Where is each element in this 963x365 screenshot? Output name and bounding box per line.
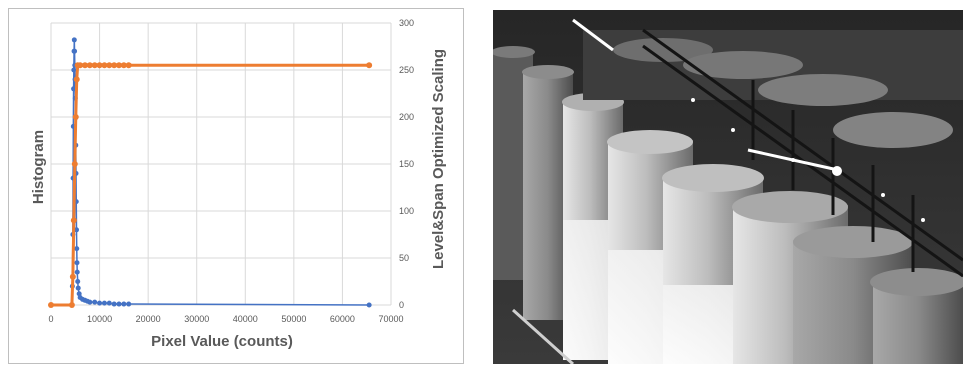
series-line	[51, 63, 370, 307]
data-point	[106, 300, 112, 306]
data-point	[71, 161, 78, 167]
data-point	[91, 62, 98, 69]
x-tick-label: 20000	[136, 314, 161, 324]
y-axis-title: Histogram	[30, 130, 47, 204]
thermal-image	[493, 10, 963, 364]
y2-tick-label: 200	[399, 112, 414, 122]
data-point	[92, 299, 98, 305]
x-tick-label: 70000	[378, 314, 403, 324]
data-point	[126, 301, 132, 307]
x-tick-label: 50000	[281, 314, 306, 324]
data-point	[116, 62, 122, 69]
data-point	[366, 302, 372, 308]
data-point	[68, 302, 75, 308]
data-point	[70, 217, 77, 224]
data-point	[101, 300, 107, 306]
chart-svg: 0 10000 20000 30000 40000 50000 60000 70000 0 50 1…	[30, 18, 447, 350]
data-point	[82, 62, 88, 69]
data-point	[121, 301, 127, 307]
data-point	[75, 279, 81, 284]
x-tick-label: 0	[48, 314, 53, 324]
x-tick-label: 30000	[184, 314, 209, 324]
data-point	[74, 269, 80, 275]
thermal-image-svg	[493, 10, 963, 364]
data-point	[111, 62, 118, 69]
data-point	[72, 48, 78, 54]
x-tick-label: 60000	[330, 314, 355, 324]
y2-tick-label: 50	[399, 253, 409, 263]
series-line	[71, 39, 370, 306]
data-point	[71, 86, 77, 92]
data-point	[73, 76, 80, 83]
y2-tick-label: 300	[399, 18, 414, 28]
data-point	[71, 37, 77, 43]
data-point	[87, 299, 93, 305]
y2-tick-label: 100	[399, 206, 414, 216]
y2-tick-label: 0	[399, 300, 404, 310]
histogram-chart: 0 10000 20000 30000 40000 50000 60000 70000 0 50 1…	[8, 8, 464, 364]
gridlines	[50, 22, 392, 306]
data-point	[86, 62, 93, 69]
data-point	[106, 62, 113, 69]
data-point	[75, 285, 81, 291]
data-point	[72, 114, 79, 120]
data-point	[125, 62, 132, 69]
data-point	[97, 300, 103, 306]
y2-axis-title: Level&Span Optimized Scaling	[430, 49, 447, 269]
data-point	[366, 62, 373, 69]
y2-tick-label: 150	[399, 159, 414, 169]
x-axis-title: Pixel Value (counts)	[151, 333, 293, 350]
y2-tick-label: 250	[399, 65, 414, 75]
data-point	[120, 62, 127, 69]
data-point	[74, 227, 79, 233]
data-point	[77, 62, 84, 69]
data-point	[76, 291, 82, 297]
tick-labels: 0 10000 20000 30000 40000 50000 60000 70000 0 50 1…	[48, 18, 414, 324]
data-point	[71, 67, 77, 73]
data-point	[111, 301, 117, 307]
series-layer	[48, 37, 373, 308]
data-point	[74, 246, 80, 252]
data-point	[48, 302, 54, 308]
data-point	[101, 62, 108, 69]
x-tick-label: 40000	[233, 314, 258, 324]
data-point	[116, 301, 122, 307]
x-tick-label: 10000	[87, 314, 112, 324]
data-point	[96, 62, 103, 69]
data-point	[69, 273, 76, 280]
data-point	[74, 260, 80, 266]
